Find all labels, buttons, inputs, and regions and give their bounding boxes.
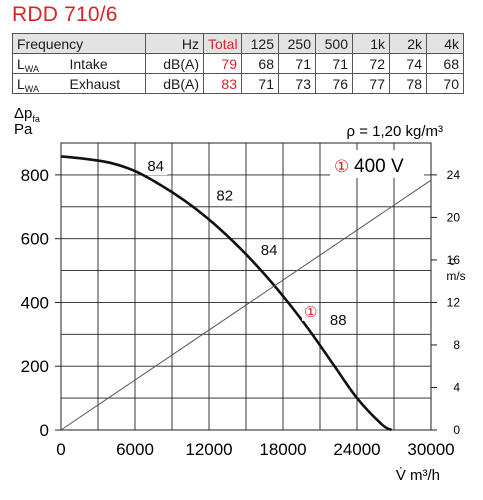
curve-label-box (330, 150, 424, 178)
x-tick-label: 24000 (333, 440, 380, 459)
right-tick-label: 24 (447, 168, 461, 182)
x-tick-label: 18000 (259, 440, 306, 459)
row-unit: dB(A) (145, 73, 204, 94)
y-tick-label: 200 (21, 357, 49, 376)
row-name: Intake (65, 53, 146, 74)
velocity-line (60, 179, 432, 431)
efficiency-label: 84 (147, 158, 164, 175)
noise-table: Frequency Hz Total 125 250 500 1k 2k 4k … (12, 33, 464, 94)
right-tick-label: 4 (453, 380, 460, 394)
row-total: 83 (203, 73, 242, 94)
efficiency-label: 82 (216, 187, 233, 204)
annotation-background (301, 302, 318, 321)
row-value: 68 (426, 53, 464, 74)
row-unit: dB(A) (145, 53, 204, 74)
right-tick-label: 20 (447, 210, 461, 224)
row-label: LWA (12, 73, 66, 94)
curve-label-text: 400 V (354, 156, 404, 177)
chart-title: RDD 710/6 (12, 3, 118, 26)
header-2k: 2k (389, 33, 427, 54)
y-axis-label: Δpfa (14, 105, 40, 124)
header-250: 250 (278, 33, 316, 54)
table-row-intake: LWA Intake dB(A) 79 68 71 71 72 74 68 (12, 53, 464, 74)
x-tick-label: 30000 (407, 440, 454, 459)
header-frequency: Frequency (12, 33, 146, 54)
row-value: 68 (241, 53, 279, 74)
annotation-background (214, 186, 237, 205)
noise-table-header: Frequency Hz Total 125 250 500 1k 2k 4k (12, 33, 464, 54)
row-value: 73 (278, 73, 316, 94)
x-tick-label: 0 (56, 440, 65, 459)
density-note: ρ = 1,20 kg/m³ (347, 123, 444, 140)
header-4k: 4k (426, 33, 464, 54)
efficiency-label: 88 (330, 312, 347, 329)
y-tick-label: 800 (21, 166, 49, 185)
header-1k: 1k (352, 33, 390, 54)
x-axis-label: V̇ m³/h (396, 467, 440, 484)
right-axis-unit: m/s (446, 269, 465, 283)
row-value: 70 (426, 73, 464, 94)
right-tick-label: 8 (453, 338, 460, 352)
y-axis-unit: Pa (14, 121, 33, 138)
right-axis-label: c (449, 254, 455, 268)
annotation-background (327, 310, 350, 329)
row-value: 77 (352, 73, 390, 94)
y-tick-label: 600 (21, 230, 49, 249)
fan-curve-line (60, 155, 393, 432)
right-tick-label: 0 (453, 423, 460, 437)
header-hz: Hz (145, 33, 204, 54)
curve-marker-label: ① (304, 304, 317, 321)
annotation-background (145, 157, 168, 176)
table-row-exhaust: LWA Exhaust dB(A) 83 71 73 76 77 78 70 (12, 73, 464, 94)
y-tick-label: 0 (40, 421, 49, 440)
x-tick-label: 12000 (185, 440, 232, 459)
row-name: Exhaust (65, 73, 146, 94)
curve-label-marker: ① (334, 157, 349, 176)
annotation-background (258, 241, 281, 260)
y-tick-label: 400 (21, 293, 49, 312)
header-500: 500 (315, 33, 353, 54)
efficiency-label: 84 (261, 242, 278, 259)
row-value: 78 (389, 73, 427, 94)
right-tick-label: 16 (447, 253, 461, 267)
x-tick-label: 6000 (116, 440, 154, 459)
row-value: 76 (315, 73, 353, 94)
right-tick-label: 12 (447, 295, 461, 309)
